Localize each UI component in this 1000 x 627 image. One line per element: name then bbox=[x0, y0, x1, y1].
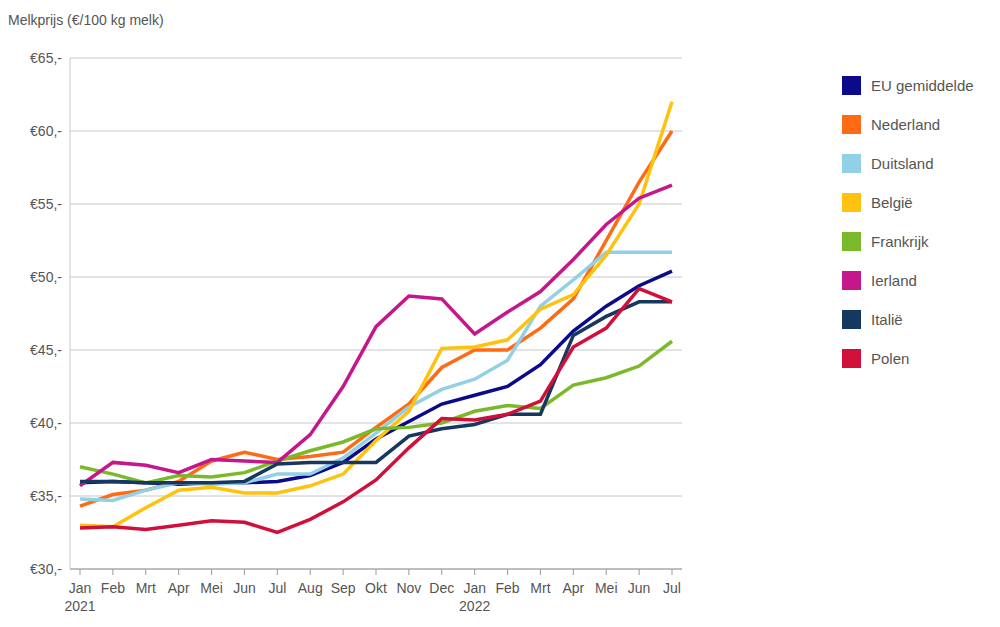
html-text:Duitsland: Duitsland bbox=[871, 155, 934, 172]
html-text:Italië: Italië bbox=[871, 311, 903, 328]
svg-text:€30,-: €30,- bbox=[30, 561, 62, 577]
svg-text:€50,-: €50,- bbox=[30, 269, 62, 285]
html-text:Frankrijk: Frankrijk bbox=[871, 233, 929, 250]
svg-text:Jun: Jun bbox=[233, 580, 256, 596]
html-text:Nederland: Nederland bbox=[871, 116, 941, 133]
svg-text:Jun: Jun bbox=[628, 580, 651, 596]
svg-text:Feb: Feb bbox=[101, 580, 125, 596]
svg-text:Jan2022: Jan2022 bbox=[459, 580, 490, 614]
svg-text:Dec: Dec bbox=[429, 580, 454, 596]
svg-text:Mrt: Mrt bbox=[530, 580, 550, 596]
svg-text:€65,-: €65,- bbox=[30, 50, 62, 66]
html-text:Polen: Polen bbox=[871, 350, 910, 367]
svg-text:Mei: Mei bbox=[200, 580, 223, 596]
html-text:Melkprijs (€/100 kg melk): Melkprijs (€/100 kg melk) bbox=[8, 12, 164, 28]
svg-text:Apr: Apr bbox=[562, 580, 584, 596]
svg-text:€35,-: €35,- bbox=[30, 488, 62, 504]
svg-text:€60,-: €60,- bbox=[30, 123, 62, 139]
svg-text:Nov: Nov bbox=[396, 580, 421, 596]
svg-text:Jul: Jul bbox=[663, 580, 681, 596]
svg-text:Mei: Mei bbox=[595, 580, 618, 596]
html-text:België: België bbox=[871, 194, 913, 211]
svg-text:Jan2021: Jan2021 bbox=[64, 580, 95, 614]
svg-text:€45,-: €45,- bbox=[30, 342, 62, 358]
svg-text:Aug: Aug bbox=[298, 580, 323, 596]
svg-text:Sep: Sep bbox=[331, 580, 356, 596]
svg-text:Okt: Okt bbox=[365, 580, 387, 596]
html-text:EU gemiddelde: EU gemiddelde bbox=[871, 77, 974, 94]
svg-text:€55,-: €55,- bbox=[30, 196, 62, 212]
svg-text:Mrt: Mrt bbox=[136, 580, 156, 596]
svg-text:€40,-: €40,- bbox=[30, 415, 62, 431]
svg-text:Apr: Apr bbox=[168, 580, 190, 596]
svg-text:Feb: Feb bbox=[495, 580, 519, 596]
svg-text:Jul: Jul bbox=[268, 580, 286, 596]
html-text:Ierland: Ierland bbox=[871, 272, 917, 289]
